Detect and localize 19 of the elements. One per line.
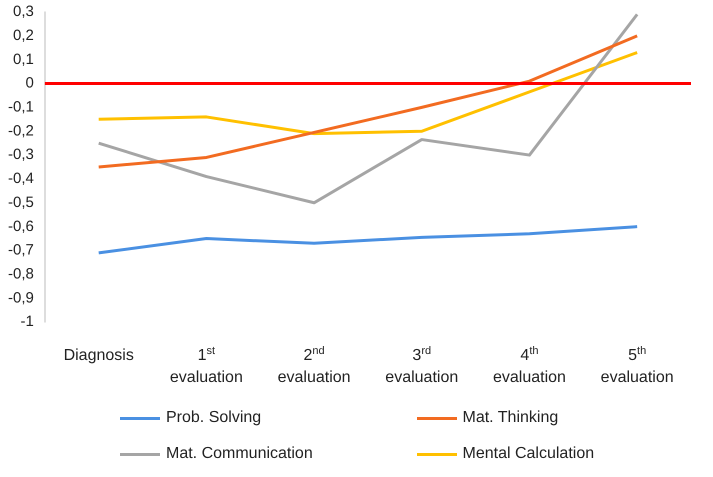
y-tick-label: 0 [26, 74, 34, 92]
y-tick-label: 0,2 [12, 26, 34, 44]
legend-label: Mat. Thinking [462, 409, 558, 427]
y-tick-label: -0,3 [8, 146, 34, 164]
x-tick-label: Diagnosis [64, 347, 134, 364]
y-tick-label: -1 [20, 313, 34, 330]
legend-label: Prob. Solving [166, 409, 262, 427]
y-tick-label: -0,4 [8, 170, 34, 188]
y-tick-label: -0,1 [8, 98, 34, 116]
legend-label: Mental Calculation [462, 445, 594, 463]
y-tick-label: -0,5 [8, 194, 34, 211]
y-tick-label: -0,7 [8, 242, 34, 259]
y-tick-label: -0,8 [8, 265, 34, 282]
y-tick-label: -0,6 [8, 218, 34, 235]
y-tick-label: -0,9 [8, 289, 34, 306]
y-tick-label: 0,1 [12, 50, 34, 68]
y-tick-label: -0,2 [8, 122, 34, 140]
legend-label: Mat. Communication [166, 445, 313, 463]
y-tick-label: 0,3 [12, 3, 34, 20]
